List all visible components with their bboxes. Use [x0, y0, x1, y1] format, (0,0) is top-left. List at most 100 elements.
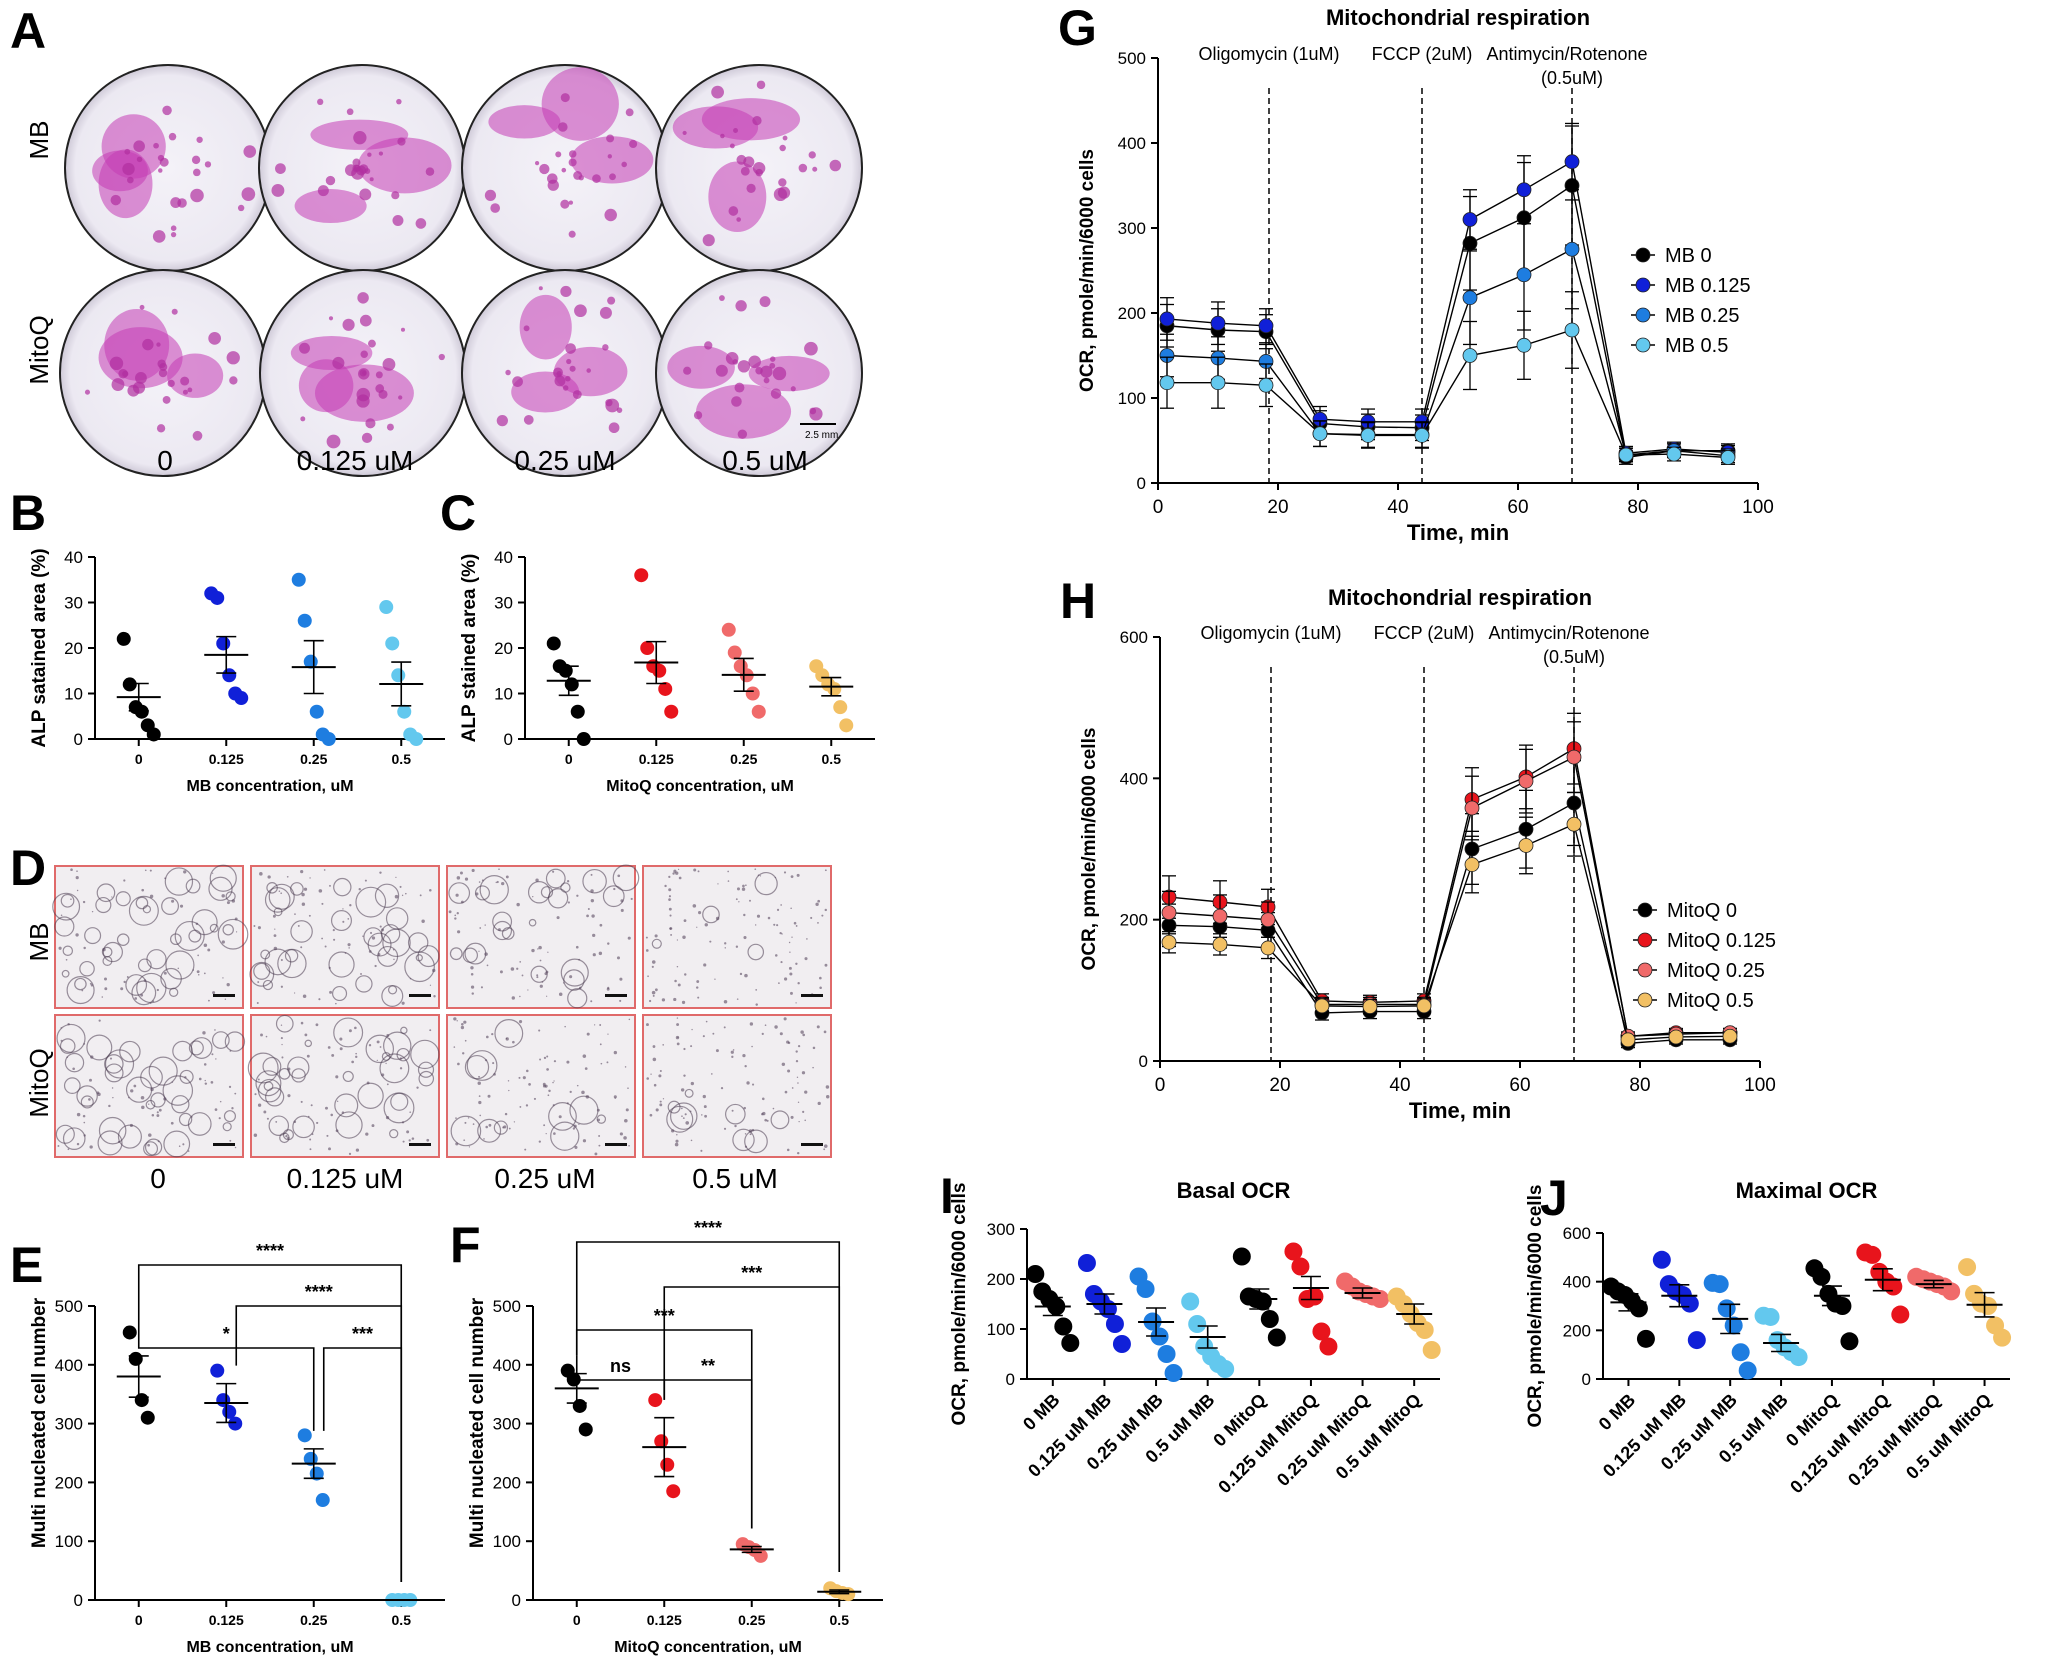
data-point: [1210, 315, 1226, 331]
cell-outline: [97, 1130, 123, 1156]
stain-spot: [616, 407, 623, 413]
nucleus-dot: [630, 897, 633, 901]
stain-patch: [570, 136, 654, 184]
nucleus-dot: [301, 902, 306, 906]
stain-patch: [696, 384, 792, 439]
cell-outline: [188, 1040, 204, 1056]
panel-a-plate-images: [59, 64, 863, 477]
injection-label: FCCP (2uM): [1372, 44, 1473, 64]
y-tick-label: 200: [1118, 304, 1146, 323]
nucleus-dot: [683, 919, 687, 923]
nucleus-dot: [790, 991, 793, 995]
nucleus-dot: [257, 926, 261, 930]
cell-outline: [747, 943, 765, 961]
data-point: [1993, 1328, 2012, 1347]
nucleus-dot: [744, 1133, 747, 1135]
stain-spot: [356, 394, 370, 408]
nucleus-dot: [304, 1033, 308, 1037]
nucleus-dot: [488, 1123, 492, 1127]
nucleus-dot: [484, 924, 486, 926]
nucleus-dot: [652, 1057, 657, 1062]
nucleus-dot: [796, 1151, 800, 1155]
y-axis-label: Multi nucleated cell number: [467, 1297, 488, 1548]
nucleus-dot: [197, 954, 199, 957]
data-point: [1516, 182, 1532, 198]
stain-spot: [523, 325, 530, 332]
culture-plate-image: [59, 269, 267, 477]
nucleus-dot: [260, 1033, 263, 1037]
nucleus-dot: [617, 874, 621, 878]
y-tick-label: 600: [1120, 628, 1148, 647]
nucleus-dot: [558, 992, 563, 996]
cell-outline: [383, 1031, 412, 1060]
panel-letter-a: A: [10, 3, 46, 59]
cell-outline: [335, 1111, 363, 1139]
nucleus-dot: [503, 1125, 507, 1129]
cell-outline: [268, 1115, 290, 1136]
cell-outline: [55, 1124, 75, 1144]
cell-outline: [185, 878, 201, 894]
nucleus-dot: [347, 943, 351, 947]
nucleus-dot: [406, 1130, 410, 1134]
nucleus-dot: [678, 876, 682, 880]
nucleus-dot: [287, 1136, 290, 1140]
stain-spot: [782, 135, 788, 141]
stain-spot: [574, 304, 587, 318]
category-group: [554, 1363, 599, 1437]
cell-outline: [374, 883, 400, 908]
cell-outline: [334, 1093, 359, 1118]
nucleus-dot: [755, 924, 757, 926]
nucleus-dot: [780, 961, 783, 964]
nucleus-dot: [342, 908, 344, 910]
stain-spot: [332, 356, 345, 370]
cell-outline: [567, 988, 588, 1009]
cell-outline: [702, 905, 720, 924]
nucleus-dot: [804, 957, 808, 961]
data-point: [1260, 940, 1276, 956]
nucleus-dot: [128, 1096, 130, 1099]
nucleus-dot: [620, 908, 624, 912]
stain-spot: [790, 386, 796, 392]
series-line: [1166, 160, 1729, 455]
cell-outline: [333, 877, 352, 897]
stain-spot: [170, 197, 182, 209]
panel-d-col-label-1: 0.125 uM: [287, 1163, 404, 1194]
stain-spot: [568, 230, 576, 238]
nucleus-dot: [795, 1060, 799, 1063]
nucleus-dot: [297, 924, 300, 927]
nucleus-dot: [464, 877, 469, 881]
stain-spot: [578, 175, 584, 181]
nucleus-dot: [287, 1094, 291, 1098]
stain-spot: [162, 395, 171, 404]
nucleus-dot: [743, 1106, 746, 1110]
stain-spot: [171, 308, 178, 315]
nucleus-dot: [89, 1078, 92, 1082]
nucleus-dot: [607, 942, 610, 945]
stain-spot: [735, 300, 747, 312]
nucleus-dot: [731, 1055, 734, 1058]
nucleus-dot: [727, 880, 730, 882]
category-group: [1958, 1258, 2012, 1347]
x-axis-label: MitoQ concentration, uM: [614, 1639, 802, 1656]
nucleus-dot: [280, 1024, 283, 1026]
data-point: [1159, 375, 1175, 391]
nucleus-dot: [470, 966, 474, 970]
nucleus-dot: [518, 1020, 523, 1024]
data-point: [122, 1325, 137, 1340]
nucleus-dot: [774, 1025, 778, 1029]
data-point: [1462, 212, 1478, 227]
nucleus-dot: [767, 916, 771, 920]
category-group: [1232, 1247, 1286, 1347]
stain-spot: [732, 359, 738, 365]
cell-outline: [400, 1026, 408, 1035]
stain-spot: [728, 206, 739, 216]
chart-b: B 0 10 20 30 40 ALP satained area (%) 0 0.125 0.2…: [10, 485, 445, 795]
data-point: [1863, 1245, 1882, 1264]
data-point: [1371, 1290, 1390, 1308]
nucleus-dot: [133, 1084, 137, 1088]
cell-outline: [355, 975, 373, 993]
stain-spot: [704, 341, 713, 350]
nucleus-dot: [599, 1043, 602, 1046]
nucleus-dot: [732, 1049, 735, 1051]
stain-spot: [135, 372, 147, 384]
